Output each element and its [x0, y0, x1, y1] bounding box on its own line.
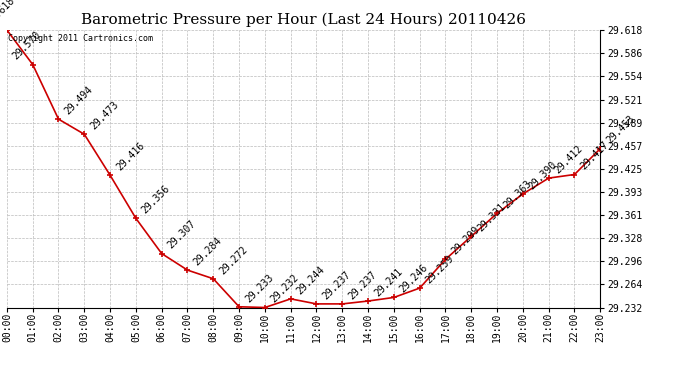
Text: 29.241: 29.241: [373, 266, 404, 298]
Title: Barometric Pressure per Hour (Last 24 Hours) 20110426: Barometric Pressure per Hour (Last 24 Ho…: [81, 13, 526, 27]
Text: 29.233: 29.233: [244, 272, 275, 304]
Text: 29.232: 29.232: [269, 273, 301, 305]
Text: 29.453: 29.453: [604, 114, 636, 146]
Text: 29.412: 29.412: [553, 143, 585, 176]
Text: 29.473: 29.473: [88, 99, 121, 132]
Text: 29.356: 29.356: [140, 184, 172, 216]
Text: 29.246: 29.246: [398, 262, 430, 295]
Text: 29.390: 29.390: [527, 159, 559, 191]
Text: 29.237: 29.237: [346, 269, 378, 301]
Text: 29.237: 29.237: [321, 269, 353, 301]
Text: 29.570: 29.570: [10, 30, 43, 62]
Text: 29.299: 29.299: [450, 225, 482, 256]
Text: 29.416: 29.416: [115, 141, 146, 172]
Text: 29.417: 29.417: [579, 140, 611, 172]
Text: 29.284: 29.284: [192, 236, 224, 267]
Text: Copyright 2011 Cartronics.com: Copyright 2011 Cartronics.com: [8, 34, 153, 43]
Text: 29.331: 29.331: [475, 201, 507, 234]
Text: 29.244: 29.244: [295, 264, 327, 296]
Text: 29.272: 29.272: [217, 244, 250, 276]
Text: 29.259: 29.259: [424, 254, 456, 285]
Text: 29.494: 29.494: [63, 84, 95, 116]
Text: 29.307: 29.307: [166, 219, 198, 251]
Text: 29.618: 29.618: [0, 0, 17, 27]
Text: 29.363: 29.363: [501, 178, 533, 210]
